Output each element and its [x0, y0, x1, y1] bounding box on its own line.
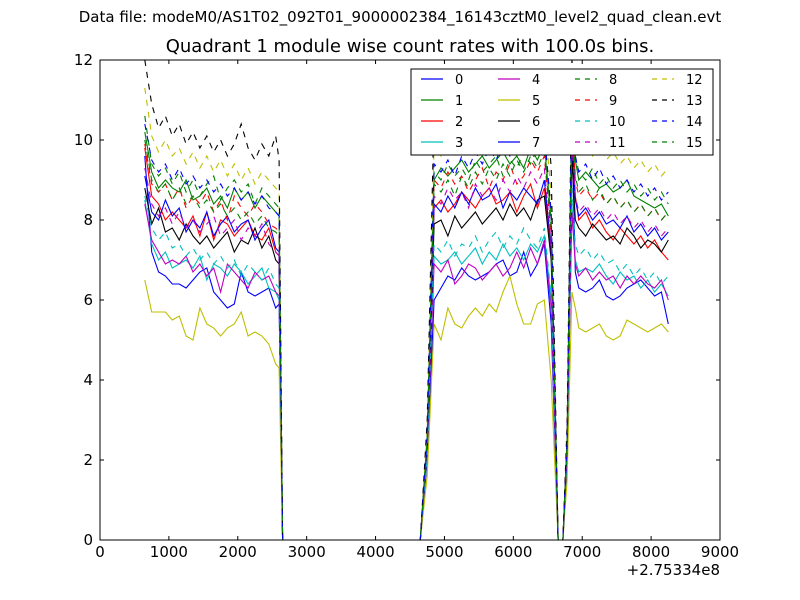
- series-line-3: [144, 199, 669, 540]
- y-tick-label: 8: [83, 211, 93, 229]
- series-line-8: [144, 91, 669, 540]
- series-line-11: [144, 139, 669, 540]
- series-line-15: [144, 107, 669, 540]
- series-line-10: [144, 187, 669, 540]
- y-tick-label: 4: [83, 371, 93, 389]
- x-tick-label: 8000: [632, 543, 670, 561]
- x-tick-label: 1000: [150, 543, 188, 561]
- series-line-2: [144, 123, 669, 540]
- series-line-7: [144, 135, 669, 540]
- legend-label-15: 15: [686, 136, 703, 151]
- y-tick-label: 0: [83, 531, 93, 549]
- legend-label-7: 7: [532, 136, 540, 151]
- x-tick-label: 0: [95, 543, 105, 561]
- y-tick-label: 12: [74, 51, 93, 69]
- series-line-0: [144, 131, 669, 540]
- x-tick-label: 9000: [701, 543, 739, 561]
- x-tick-label: 4000: [356, 543, 394, 561]
- y-tick-label: 2: [83, 451, 93, 469]
- legend-label-6: 6: [532, 115, 540, 130]
- series-line-1: [144, 99, 669, 540]
- legend-label-3: 3: [455, 136, 463, 151]
- data-file-suptitle: Data file: modeM0/AS1T02_092T01_90000023…: [78, 8, 722, 26]
- y-tick-label: 10: [74, 131, 93, 149]
- legend-label-4: 4: [532, 73, 540, 88]
- legend-label-2: 2: [455, 115, 463, 130]
- x-tick-label: 5000: [425, 543, 463, 561]
- series-line-4: [144, 203, 669, 540]
- series-line-5: [144, 274, 669, 540]
- legend-label-8: 8: [609, 73, 617, 88]
- legend-box: [410, 68, 714, 156]
- x-tick-label: 7000: [563, 543, 601, 561]
- x-axis-offset-label: +2.75334e8: [626, 561, 720, 579]
- legend-label-11: 11: [609, 136, 626, 151]
- series-line-14: [144, 87, 669, 540]
- series-line-9: [144, 115, 669, 540]
- legend-label-10: 10: [609, 115, 626, 130]
- x-tick-label: 2000: [219, 543, 257, 561]
- legend-label-14: 14: [686, 115, 703, 130]
- legend-label-1: 1: [455, 94, 463, 109]
- x-tick-label: 3000: [288, 543, 326, 561]
- x-tick-label: 6000: [494, 543, 532, 561]
- chart-title: Quadrant 1 module wise count rates with …: [165, 36, 655, 57]
- y-tick-label: 6: [83, 291, 93, 309]
- legend-label-0: 0: [455, 73, 463, 88]
- legend-label-13: 13: [686, 94, 703, 109]
- legend-label-12: 12: [686, 73, 703, 88]
- legend-label-9: 9: [609, 94, 617, 109]
- series-line-6: [144, 155, 669, 540]
- legend-label-5: 5: [532, 94, 540, 109]
